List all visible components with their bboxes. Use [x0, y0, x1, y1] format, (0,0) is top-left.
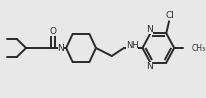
Text: NH: NH — [126, 40, 138, 49]
Text: CH₃: CH₃ — [192, 44, 206, 53]
Text: O: O — [50, 26, 57, 35]
Text: N: N — [57, 44, 64, 53]
Text: N: N — [146, 25, 153, 34]
Text: N: N — [146, 62, 153, 71]
Text: Cl: Cl — [166, 11, 174, 20]
